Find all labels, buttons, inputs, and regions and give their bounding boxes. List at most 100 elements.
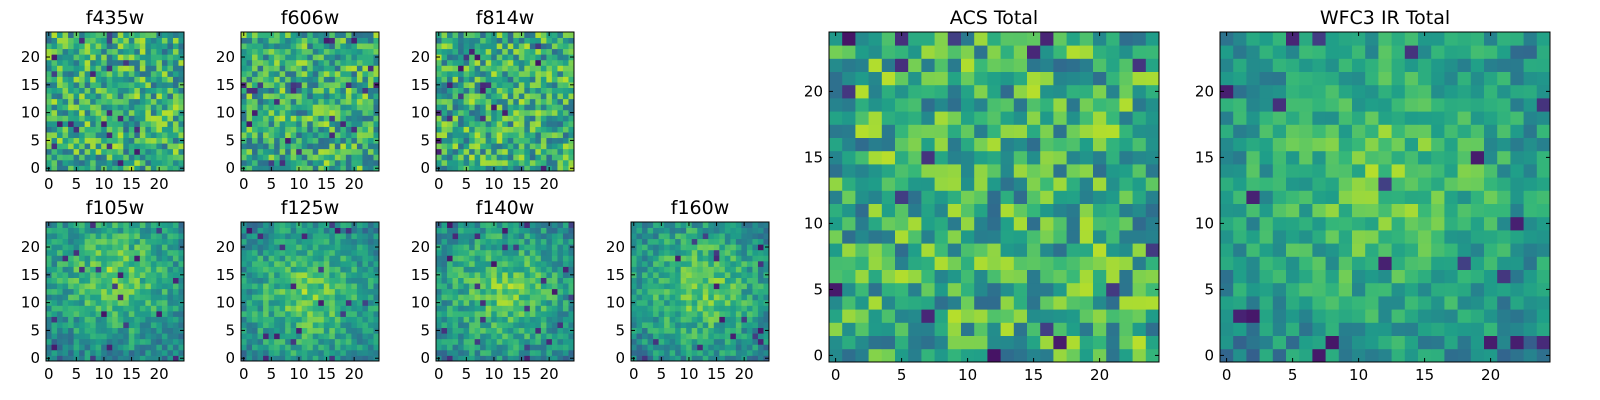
heatmap-cell — [1000, 309, 1015, 323]
heatmap-cell — [535, 165, 542, 172]
heatmap-cell — [485, 333, 492, 340]
heatmap-cell — [680, 244, 687, 251]
heatmap-cell — [507, 165, 514, 172]
heatmap-cell — [675, 255, 682, 262]
heatmap-cell — [961, 296, 975, 310]
heatmap-cell — [312, 327, 319, 334]
heatmap-cell — [90, 322, 97, 329]
heatmap-cell — [568, 349, 575, 356]
heatmap-cell — [458, 316, 464, 323]
heatmap-cell — [241, 87, 247, 94]
heatmap-cell — [257, 154, 264, 161]
heatmap-cell — [518, 299, 525, 306]
heatmap-cell — [301, 322, 308, 329]
heatmap-cell — [263, 244, 269, 251]
heatmap-cell — [79, 305, 86, 312]
heatmap-cell — [367, 244, 374, 251]
heatmap-cell — [156, 277, 163, 284]
heatmap-cell — [150, 159, 157, 166]
heatmap-cell — [367, 277, 374, 284]
heatmap-cell — [323, 137, 330, 144]
heatmap-cell — [551, 344, 558, 351]
heatmap-cell — [356, 233, 363, 240]
heatmap-cell — [274, 310, 281, 317]
heatmap-cell — [106, 233, 113, 240]
heatmap-cell — [340, 299, 347, 306]
heatmap-cell — [252, 355, 258, 362]
heatmap-cell — [452, 322, 459, 329]
heatmap-cell — [708, 338, 715, 345]
heatmap-cell — [373, 294, 380, 301]
heatmap-cell — [507, 294, 514, 301]
heatmap-cell — [301, 333, 308, 340]
heatmap-cell — [323, 93, 330, 100]
heatmap-cell — [829, 348, 843, 363]
heatmap-cell — [252, 277, 258, 284]
heatmap-cell — [686, 316, 693, 323]
heatmap-cell — [334, 115, 341, 122]
heatmap-cell — [128, 238, 135, 245]
heatmap-cell — [68, 272, 74, 278]
heatmap-cell — [301, 115, 308, 122]
heatmap-cell — [507, 338, 514, 345]
heatmap-cell — [274, 222, 281, 228]
heatmap-cell — [296, 266, 303, 273]
heatmap-cell — [362, 109, 369, 116]
heatmap-cell — [329, 143, 336, 150]
heatmap-cell — [842, 190, 856, 204]
heatmap-cell — [367, 32, 374, 38]
heatmap-cell — [642, 283, 648, 290]
heatmap-cell — [334, 76, 341, 83]
heatmap-cell — [334, 159, 341, 166]
heatmap-cell — [458, 349, 464, 356]
heatmap-cell — [829, 282, 843, 297]
heatmap-cell — [252, 299, 258, 306]
heatmap-cell — [441, 344, 448, 351]
heatmap-cell — [340, 355, 347, 362]
heatmap-cell — [57, 93, 63, 100]
heatmap-cell — [730, 283, 737, 290]
heatmap-cell — [156, 283, 163, 290]
heatmap-cell — [1066, 269, 1081, 284]
heatmap-cell — [172, 115, 179, 122]
heatmap-cell — [669, 294, 676, 301]
heatmap-cell — [458, 70, 464, 77]
heatmap-cell — [535, 43, 542, 50]
heatmap-cell — [268, 227, 275, 234]
heatmap-cell — [57, 260, 63, 267]
heatmap-cell — [719, 249, 726, 256]
heatmap-cell — [669, 305, 676, 312]
heatmap-cell — [568, 32, 575, 38]
heatmap-cell — [746, 322, 753, 329]
panel-title: f814w — [476, 7, 535, 29]
heatmap-cell — [757, 305, 764, 312]
heatmap-cell — [868, 296, 883, 310]
heatmap-cell — [551, 165, 558, 172]
heatmap-cell — [95, 159, 102, 166]
heatmap-cell — [356, 333, 363, 340]
heatmap-cell — [112, 43, 119, 50]
heatmap-cell — [868, 256, 883, 270]
heatmap-cell — [263, 333, 269, 340]
heatmap-cell — [507, 93, 514, 100]
heatmap-cell — [345, 355, 352, 362]
heatmap-cell — [562, 299, 569, 306]
heatmap-cell — [529, 344, 536, 351]
heatmap-cell — [106, 305, 113, 312]
heatmap-cell — [356, 98, 363, 105]
heatmap-cell — [491, 244, 498, 251]
heatmap-cell — [529, 148, 536, 155]
heatmap-cell — [117, 288, 124, 295]
heatmap-cell — [57, 227, 63, 234]
heatmap-cell — [436, 238, 442, 245]
heatmap-cell — [702, 305, 709, 312]
heatmap-cell — [757, 316, 764, 323]
heatmap-cell — [285, 126, 292, 133]
y-tick-label: 20 — [606, 238, 625, 256]
heatmap-cell — [724, 316, 731, 323]
heatmap-cell — [546, 82, 553, 88]
heatmap-cell — [469, 137, 476, 144]
heatmap-cell — [730, 327, 737, 334]
heatmap-cell — [62, 244, 69, 251]
heatmap-cell — [301, 344, 308, 351]
